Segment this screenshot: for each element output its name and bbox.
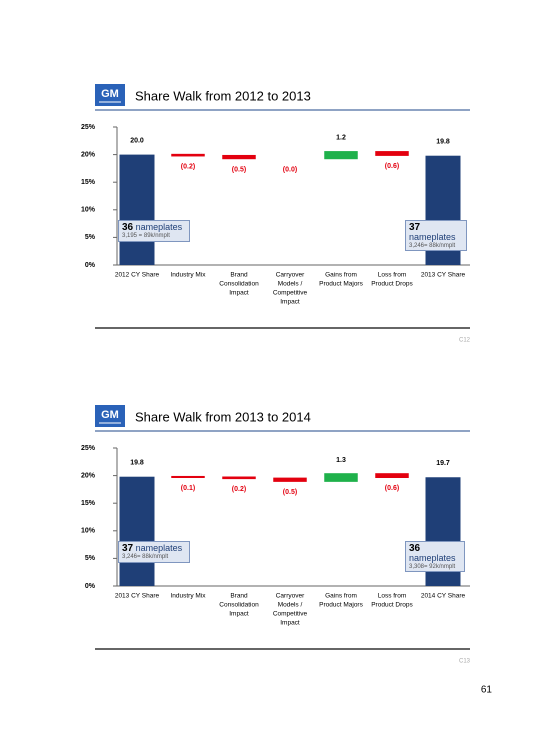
value-label: (0.1) [181, 485, 195, 492]
x-tick-label: Carryover [276, 593, 305, 600]
x-tick-label: Carryover [276, 272, 305, 279]
chart-title: Share Walk from 2013 to 2014 [135, 409, 311, 424]
value-label: 19.7 [436, 460, 450, 467]
logo-box [95, 84, 125, 106]
y-tick-label: 5% [85, 234, 96, 241]
x-tick-label: Brand [230, 272, 248, 279]
x-tick-label: 2012 CY Share [115, 272, 160, 279]
annotation-count: 36 [122, 222, 134, 233]
annotation-text: nameplates [135, 543, 183, 553]
value-label: 20.0 [130, 137, 144, 144]
y-tick-label: 20% [81, 472, 96, 479]
annotation-count: 36 [409, 543, 421, 554]
x-tick-label: Product Drops [371, 602, 413, 609]
x-tick-label: Product Drops [371, 281, 413, 288]
annotation-detail: 3,195 = 89k/nmplt [122, 233, 170, 239]
y-tick-label: 10% [81, 528, 96, 535]
value-label: (0.5) [283, 489, 297, 496]
x-tick-label: Impact [229, 290, 249, 297]
x-tick-label: Product Majors [319, 602, 363, 609]
x-tick-label: Impact [229, 611, 249, 618]
value-label: 1.2 [336, 135, 346, 142]
annotation-text: nameplates [135, 222, 183, 232]
annotation-box: 36 nameplates 3,195 = 89k/nmplt [118, 220, 190, 242]
bar [222, 476, 256, 480]
x-tick-label: Product Majors [319, 281, 363, 288]
x-tick-label: Industry Mix [170, 272, 206, 279]
x-tick-label: Loss from [378, 593, 407, 600]
logo-text: GM [101, 409, 119, 421]
x-tick-label: Competitive [273, 611, 308, 618]
bar [375, 473, 409, 479]
y-tick-label: 10% [81, 207, 96, 214]
x-tick-label: Gains from [325, 272, 357, 279]
x-tick-label: 2013 CY Share [421, 272, 466, 279]
value-label: (0.0) [283, 166, 297, 173]
page-number: 61 [481, 685, 493, 696]
annotation-box: 37 nameplates 3,246= 88k/nmplt [118, 541, 190, 563]
bar [324, 473, 358, 482]
value-label: (0.6) [385, 485, 399, 492]
annotation-count: 37 [122, 543, 134, 554]
y-tick-label: 25% [81, 445, 96, 452]
chart-title: Share Walk from 2012 to 2013 [135, 88, 311, 103]
x-tick-label: Consolidation [219, 281, 259, 288]
value-label: 19.8 [436, 139, 450, 146]
value-label: (0.6) [385, 163, 399, 170]
x-tick-label: Gains from [325, 593, 357, 600]
slide-id: C12 [459, 338, 471, 344]
x-tick-label: Models / [278, 281, 303, 288]
bar [119, 154, 155, 265]
x-tick-label: Competitive [273, 290, 308, 297]
x-tick-label: Consolidation [219, 602, 259, 609]
slide-id: C13 [459, 659, 471, 665]
x-tick-label: 2013 CY Share [115, 593, 160, 600]
annotation-detail: 3,308= 92k/nmplt [409, 563, 456, 570]
annotation-text: nameplates [409, 232, 456, 242]
value-label: 1.3 [336, 457, 346, 464]
annotation-text: nameplates [409, 553, 456, 563]
value-label: 19.8 [130, 460, 144, 467]
x-tick-label: Industry Mix [170, 593, 206, 600]
logo-box [95, 405, 125, 427]
x-tick-label: Impact [280, 299, 300, 306]
x-tick-label: Models / [278, 602, 303, 609]
y-tick-label: 15% [81, 179, 96, 186]
y-tick-label: 5% [85, 555, 96, 562]
annotation-box: 36 nameplates 3,308= 92k/nmplt [405, 541, 465, 573]
annotation-detail: 3,246= 88k/nmplt [122, 554, 169, 560]
y-tick-label: 25% [81, 124, 96, 131]
value-label: (0.5) [232, 166, 246, 173]
y-tick-label: 20% [81, 151, 96, 158]
x-tick-label: Brand [230, 593, 248, 600]
annotation-count: 37 [409, 222, 421, 233]
y-tick-label: 0% [85, 262, 96, 269]
annotation-detail: 3,246= 88k/nmplt [409, 242, 456, 249]
value-label: (0.2) [181, 164, 195, 171]
x-tick-label: 2014 CY Share [421, 593, 466, 600]
y-tick-label: 15% [81, 500, 96, 507]
value-label: (0.2) [232, 486, 246, 493]
bar [222, 154, 256, 160]
bar [273, 477, 307, 482]
bar [119, 476, 155, 586]
bar [375, 151, 409, 156]
bar [171, 153, 205, 157]
logo-text: GM [101, 88, 119, 100]
bar [171, 475, 205, 479]
annotation-box: 37 nameplates 3,246= 88k/nmplt [405, 220, 467, 252]
y-tick-label: 0% [85, 583, 96, 590]
x-tick-label: Impact [280, 620, 300, 627]
bar [324, 151, 358, 160]
x-tick-label: Loss from [378, 272, 407, 279]
